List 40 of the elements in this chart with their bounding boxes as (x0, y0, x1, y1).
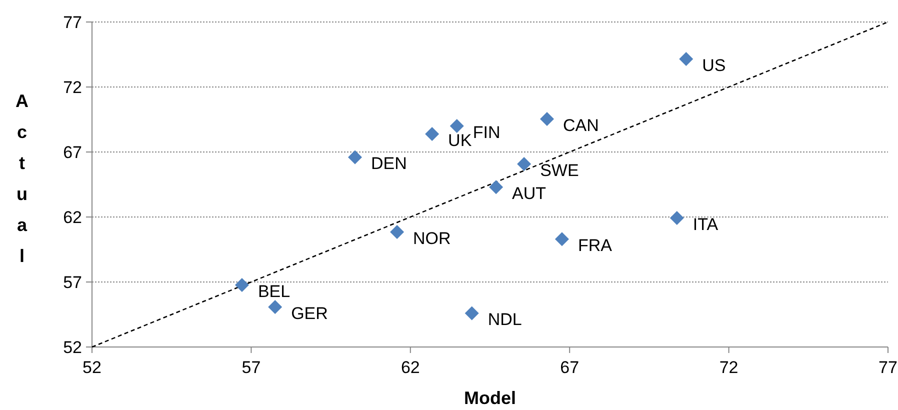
point (450, 119, 464, 133)
annotation: GER (291, 304, 328, 323)
point (464, 306, 479, 320)
x-tick-label: 67 (560, 358, 580, 377)
y-tick-label: 67 (63, 142, 82, 162)
annotation: NOR (413, 228, 451, 248)
y-tick-label: 62 (63, 208, 82, 227)
x-axis-title: Model (464, 388, 516, 408)
y-tick-label: 72 (63, 78, 82, 97)
x-tick-label: 62 (400, 358, 420, 377)
point (234, 278, 249, 292)
y-tick-label: 57 (63, 272, 82, 292)
point (679, 52, 694, 66)
point (670, 211, 684, 226)
point (489, 180, 504, 194)
annotation: AUT (512, 184, 546, 204)
x-tick-label: 72 (719, 358, 738, 377)
point (390, 224, 404, 239)
y-tick-label: 52 (63, 338, 82, 357)
point (268, 300, 282, 314)
annotation: ITA (692, 214, 719, 234)
point (554, 232, 569, 246)
point (540, 112, 554, 126)
point (348, 150, 362, 164)
point (425, 127, 440, 142)
annotation: NDL (488, 310, 522, 330)
annotation: UK (448, 131, 472, 150)
annotation: SWE (540, 160, 579, 180)
annotation: FIN (472, 122, 500, 142)
x-tick-label: 77 (878, 358, 898, 377)
annotation: DEN (371, 154, 407, 174)
annotation: FRA (578, 236, 613, 256)
annotation: BEL (258, 282, 290, 301)
point (517, 156, 532, 171)
x-tick-label: 57 (242, 358, 261, 377)
annotation: CAN (562, 116, 599, 135)
y-axis-title: Actual (16, 91, 28, 266)
annotation: US (702, 56, 726, 75)
y-tick-label: 77 (63, 12, 82, 32)
x-tick-label: 52 (82, 358, 102, 377)
